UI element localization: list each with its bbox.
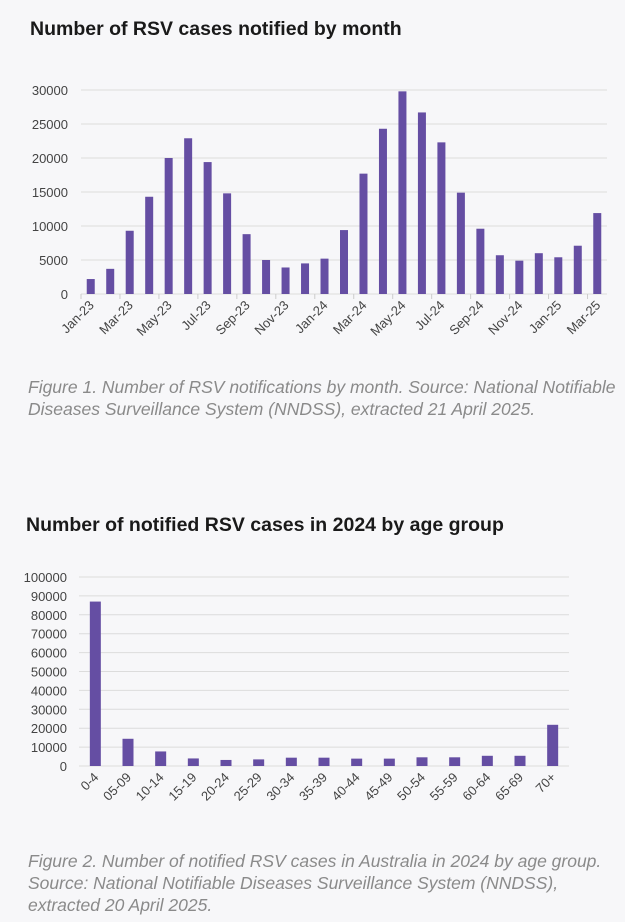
y-tick-label: 90000 (31, 589, 67, 604)
x-tick-label: 70+ (533, 770, 559, 796)
x-tick-label: 65-69 (492, 770, 526, 804)
x-tick-label: 35-39 (296, 770, 330, 804)
y-tick-label: 10000 (31, 740, 67, 755)
bar-Dec-23 (301, 263, 310, 294)
bar-Oct-23 (262, 260, 271, 294)
bar-Oct-24 (495, 255, 504, 294)
bar-45-49 (383, 758, 395, 766)
bar-Nov-23 (281, 267, 290, 294)
x-tick-label: 10-14 (133, 770, 167, 804)
bar-55-59 (449, 757, 461, 766)
x-tick-label: 30-34 (263, 770, 297, 804)
x-tick-label: 0-4 (78, 770, 102, 794)
chart1-caption: Figure 1. Number of RSV notifications by… (28, 377, 616, 419)
bar-65-69 (514, 755, 526, 766)
bar-50-54 (416, 757, 428, 766)
y-tick-label: 0 (60, 759, 67, 774)
y-tick-label: 15000 (32, 185, 68, 200)
bar-Jul-24 (437, 142, 446, 294)
bar-Apr-24 (378, 128, 387, 294)
bar-10-14 (155, 751, 167, 766)
bar-15-19 (187, 758, 199, 766)
bar-Jan-25 (554, 257, 563, 294)
y-tick-label: 100000 (24, 570, 67, 585)
bar-20-24 (220, 759, 232, 766)
y-tick-label: 60000 (31, 646, 67, 661)
bar-Jun-23 (184, 138, 193, 294)
bar-May-23 (164, 158, 173, 294)
bar-0-4 (89, 601, 101, 766)
y-tick-label: 25000 (32, 117, 68, 132)
chart2-title: Number of notified RSV cases in 2024 by … (26, 514, 504, 536)
y-tick-label: 30000 (31, 702, 67, 717)
x-tick-label: 45-49 (361, 770, 395, 804)
bar-Jul-23 (203, 162, 212, 294)
bar-Mar-23 (125, 230, 134, 294)
y-tick-label: 20000 (31, 721, 67, 736)
bar-Sep-23 (242, 234, 251, 294)
bar-Jan-24 (320, 258, 329, 294)
bar-25-29 (253, 759, 265, 766)
x-tick-label: 60-64 (459, 770, 493, 804)
bar-40-44 (351, 758, 363, 766)
bar-35-39 (318, 757, 330, 766)
x-tick-label: 55-59 (427, 770, 461, 804)
x-tick-label: 15-19 (165, 770, 199, 804)
bar-Nov-24 (515, 260, 524, 294)
x-tick-label: 40-44 (329, 770, 363, 804)
bar-Dec-24 (534, 253, 543, 294)
bar-60-64 (481, 755, 493, 766)
y-tick-label: 30000 (32, 83, 68, 98)
x-tick-label: 50-54 (394, 770, 428, 804)
y-tick-label: 70000 (31, 627, 67, 642)
chart1-title: Number of RSV cases notified by month (30, 18, 402, 40)
bar-Jun-24 (417, 112, 426, 294)
y-tick-label: 50000 (31, 665, 67, 680)
bar-May-24 (398, 91, 407, 294)
bar-Aug-23 (223, 193, 232, 294)
x-tick-label: 05-09 (100, 770, 134, 804)
bar-Feb-24 (340, 230, 348, 294)
bar-Mar-24 (359, 173, 368, 294)
chart2-svg: 0 10000 20000 30000 40000 50000 60000 70000 8000… (24, 570, 569, 804)
bar-05-09 (122, 738, 134, 766)
bar-Jan-23 (86, 279, 95, 294)
y-tick-label: 20000 (32, 151, 68, 166)
bar-Apr-23 (145, 196, 154, 294)
chart2-caption: Figure 2. Number of notified RSV cases i… (28, 851, 602, 915)
y-tick-label: 0 (61, 287, 68, 302)
y-tick-label: 10000 (32, 219, 68, 234)
y-tick-label: 40000 (31, 683, 67, 698)
y-tick-label: 5000 (39, 253, 68, 268)
x-tick-label: 25-29 (231, 770, 265, 804)
bar-Sep-24 (476, 228, 485, 294)
bar-Mar-25 (593, 213, 602, 294)
bar-Feb-25 (573, 245, 582, 294)
x-tick-label: 20-24 (198, 770, 232, 804)
bar-Feb-23 (106, 268, 115, 294)
bar-70+ (547, 724, 559, 766)
bar-30-34 (285, 757, 297, 766)
y-tick-label: 80000 (31, 608, 67, 623)
bar-Aug-24 (456, 192, 465, 294)
